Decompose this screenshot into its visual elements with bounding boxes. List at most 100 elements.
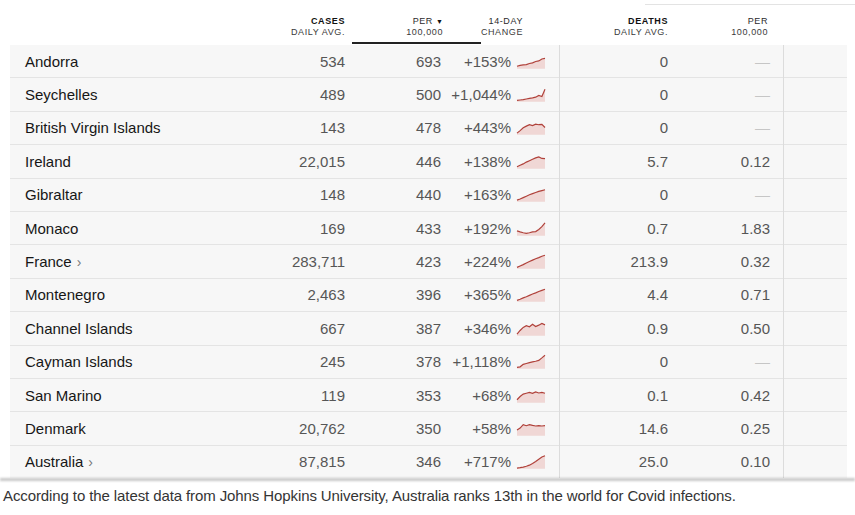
country-name-cell: Andorra — [10, 53, 190, 70]
country-name-cell: British Virgin Islands — [10, 119, 190, 136]
cases-per-100k-value: 346 — [345, 453, 441, 470]
country-name-cell: France › — [10, 253, 190, 270]
country-name-cell: Gibraltar — [10, 186, 190, 203]
header-14-day-change[interactable]: 14-DAY CHANGE — [481, 16, 523, 38]
deaths-daily-avg-value: 0.7 — [560, 220, 668, 237]
deaths-per-100k-value: — — [668, 86, 783, 103]
deaths-daily-avg-value: 4.4 — [560, 286, 668, 303]
header-deaths-daily-avg[interactable]: DEATHS DAILY AVG. — [614, 16, 668, 38]
cases-daily-avg-value: 283,711 — [190, 253, 345, 270]
cases-daily-avg-value: 667 — [190, 320, 345, 337]
deaths-daily-avg-value: 5.7 — [560, 153, 668, 170]
trend-sparkline — [511, 353, 560, 370]
cases-daily-avg-value: 87,815 — [190, 453, 345, 470]
deaths-daily-avg-value: 14.6 — [560, 420, 668, 437]
chevron-right-icon: › — [77, 254, 82, 270]
top-divider-line — [645, 4, 855, 5]
table-row[interactable]: Australia› 87,815 346 +717% 25.0 0.10 — [10, 445, 847, 478]
cases-per-100k-value: 396 — [345, 286, 441, 303]
change-14-day-value: +443% — [441, 119, 511, 136]
country-name: Australia — [25, 453, 83, 470]
cases-per-100k-value: 500 — [345, 86, 441, 103]
trend-sparkline — [511, 420, 560, 437]
table-row[interactable]: Andorra 534 693 +153% 0 — — [10, 45, 847, 77]
table-row[interactable]: Montenegro 2,463 396 +365% 4.4 0.71 — [10, 278, 847, 311]
table-row[interactable]: Monaco 169 433 +192% 0.7 1.83 — [10, 211, 847, 244]
change-14-day-value: +58% — [441, 420, 511, 437]
header-cases-per-100k[interactable]: PER ▼ 100,000 — [406, 16, 443, 38]
table-row[interactable]: Gibraltar 148 440 +163% 0 — — [10, 178, 847, 211]
cases-per-100k-value: 378 — [345, 353, 441, 370]
table-row[interactable]: Channel Islands 667 387 +346% 0.9 0.50 — [10, 311, 847, 344]
cases-daily-avg-value: 2,463 — [190, 286, 345, 303]
trend-sparkline — [511, 153, 560, 170]
deaths-per-100k-value: 0.12 — [668, 153, 783, 170]
change-14-day-value: +1,044% — [441, 86, 511, 103]
cases-daily-avg-value: 148 — [190, 186, 345, 203]
trend-sparkline — [511, 186, 560, 203]
cases-per-100k-value: 423 — [345, 253, 441, 270]
table-row[interactable]: San Marino 119 353 +68% 0.1 0.42 — [10, 378, 847, 411]
deaths-per-100k-value: — — [668, 186, 783, 203]
country-name: France — [25, 253, 72, 270]
country-table-body: Andorra 534 693 +153% 0 — Seychelles 489… — [10, 45, 847, 478]
change-14-day-value: +68% — [441, 387, 511, 404]
column-divider-right — [783, 45, 784, 478]
trend-sparkline — [511, 387, 560, 404]
country-name-cell: Monaco — [10, 220, 190, 237]
change-14-day-value: +138% — [441, 153, 511, 170]
deaths-per-100k-value: 0.42 — [668, 387, 783, 404]
cases-daily-avg-value: 169 — [190, 220, 345, 237]
deaths-daily-avg-value: 0 — [560, 86, 668, 103]
deaths-daily-avg-value: 0 — [560, 353, 668, 370]
caption-text: According to the latest data from Johns … — [3, 487, 843, 504]
cases-daily-avg-value: 119 — [190, 387, 345, 404]
cases-per-100k-value: 693 — [345, 53, 441, 70]
country-name: Denmark — [25, 420, 86, 437]
cases-per-100k-value: 353 — [345, 387, 441, 404]
header-deaths-per-100k[interactable]: PER 100,000 — [731, 16, 768, 38]
country-name-cell: Cayman Islands — [10, 353, 190, 370]
deaths-per-100k-value: 1.83 — [668, 220, 783, 237]
table-row[interactable]: Denmark 20,762 350 +58% 14.6 0.25 — [10, 411, 847, 444]
cases-daily-avg-value: 534 — [190, 53, 345, 70]
table-row[interactable]: Ireland 22,015 446 +138% 5.7 0.12 — [10, 144, 847, 177]
trend-sparkline — [511, 119, 560, 136]
header-deaths-label: DEATHS — [614, 16, 668, 27]
cases-daily-avg-value: 489 — [190, 86, 345, 103]
table-row[interactable]: Seychelles 489 500 +1,044% 0 — — [10, 77, 847, 110]
country-name: Seychelles — [25, 86, 98, 103]
cases-per-100k-value: 433 — [345, 220, 441, 237]
table-row[interactable]: France› 283,711 423 +224% 213.9 0.32 — [10, 244, 847, 277]
deaths-per-100k-value: — — [668, 53, 783, 70]
deaths-per-100k-value: 0.71 — [668, 286, 783, 303]
header-cases-sublabel: DAILY AVG. — [291, 27, 345, 38]
table-row[interactable]: British Virgin Islands 143 478 +443% 0 — — [10, 111, 847, 144]
country-name-cell: Seychelles — [10, 86, 190, 103]
sort-desc-icon: ▼ — [436, 18, 443, 25]
trend-sparkline — [511, 286, 560, 303]
country-name-cell: Channel Islands — [10, 320, 190, 337]
change-14-day-value: +153% — [441, 53, 511, 70]
change-14-day-value: +717% — [441, 453, 511, 470]
trend-sparkline — [511, 86, 560, 103]
table-row[interactable]: Cayman Islands 245 378 +1,118% 0 — — [10, 345, 847, 378]
country-name: British Virgin Islands — [25, 119, 161, 136]
deaths-per-100k-value: 0.10 — [668, 453, 783, 470]
cases-per-100k-value: 440 — [345, 186, 441, 203]
cases-daily-avg-value: 22,015 — [190, 153, 345, 170]
change-14-day-value: +224% — [441, 253, 511, 270]
deaths-per-100k-value: — — [668, 119, 783, 136]
deaths-daily-avg-value: 0.9 — [560, 320, 668, 337]
sort-active-underline — [352, 42, 481, 44]
header-cases-daily-avg[interactable]: CASES DAILY AVG. — [291, 16, 345, 38]
cases-per-100k-value: 446 — [345, 153, 441, 170]
header-deaths-sublabel: DAILY AVG. — [614, 27, 668, 38]
deaths-per-100k-value: 0.25 — [668, 420, 783, 437]
trend-sparkline — [511, 253, 560, 270]
deaths-daily-avg-value: 25.0 — [560, 453, 668, 470]
covid-table-page: CASES DAILY AVG. PER ▼ 100,000 14-DAY CH… — [0, 0, 855, 515]
change-14-day-value: +163% — [441, 186, 511, 203]
trend-sparkline — [511, 320, 560, 337]
cases-daily-avg-value: 245 — [190, 353, 345, 370]
